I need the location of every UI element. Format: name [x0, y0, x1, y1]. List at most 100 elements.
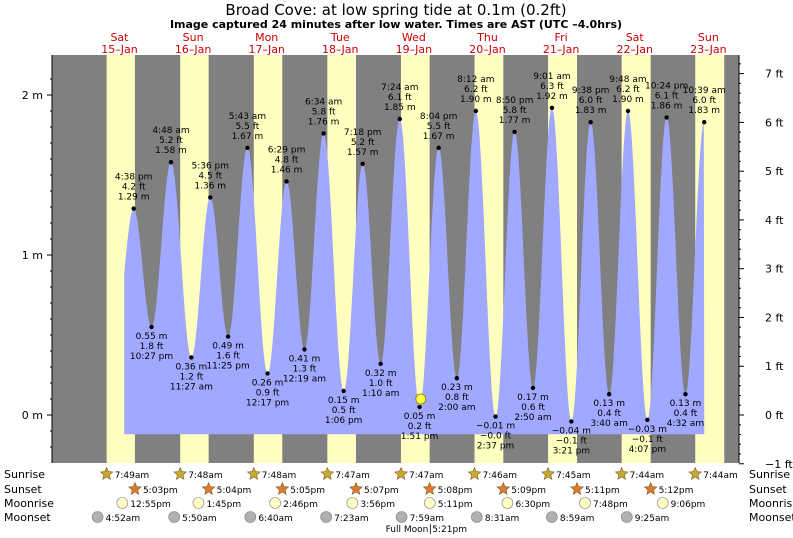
low-tide-height-m: 0.17 m — [517, 393, 549, 403]
sunrise-time: 7:45am — [556, 471, 591, 481]
high-tide-time: 4:38 pm — [115, 173, 153, 183]
current-tide-marker — [415, 393, 427, 405]
sunrise-icon — [688, 466, 703, 480]
high-tide-height-ft: 5.5 ft — [427, 122, 451, 132]
high-tide-height-ft: 6.1 ft — [388, 93, 412, 103]
high-tide-point — [625, 108, 631, 114]
low-tide-time: 1:06 pm — [325, 416, 363, 426]
moonset-icon — [621, 511, 633, 523]
high-tide-height-m: 1.83 m — [688, 106, 720, 116]
right-tick-label: 2 ft — [765, 311, 784, 324]
sunrise-icon — [320, 466, 335, 480]
sunset-icon — [570, 481, 584, 495]
low-tide-height-ft: 0.4 ft — [597, 409, 621, 419]
moonrise-icon — [269, 497, 281, 509]
high-tide-time: 6:29 pm — [268, 145, 306, 155]
low-tide-point — [149, 324, 154, 330]
low-tide-time: 3:21 pm — [553, 446, 591, 456]
sunset-time: 5:09pm — [511, 486, 546, 496]
sunrise-time: 7:46am — [483, 471, 518, 481]
sunrise-icon — [614, 466, 629, 480]
high-tide-height-m: 1.36 m — [194, 181, 226, 191]
moonset-icon — [168, 511, 180, 523]
low-tide-time: 1:10 am — [362, 389, 399, 399]
high-tide-height-ft: 6.3 ft — [540, 82, 564, 92]
sunrise-icon — [99, 466, 114, 480]
high-tide-height-m: 1.29 m — [118, 193, 150, 203]
day-name: Wed — [402, 31, 426, 44]
moonset-icon — [91, 511, 104, 523]
sunrise-time: 7:47am — [335, 471, 370, 481]
low-tide-height-ft: 0.9 ft — [256, 388, 280, 398]
sunrise-time: 7:49am — [115, 471, 150, 481]
day-name: Tue — [330, 31, 350, 44]
sunrise-icon — [394, 466, 408, 480]
low-tide-time: 4:07 pm — [629, 445, 667, 455]
high-tide-time: 9:01 am — [533, 72, 570, 82]
low-tide-height-ft: −0.1 ft — [632, 435, 664, 445]
sunset-icon — [422, 481, 437, 495]
low-tide-time: 11:25 pm — [206, 362, 249, 372]
day-labels: Sat15–JanSun16–JanMon17–JanTue18–JanWed1… — [101, 31, 726, 56]
high-tide-point — [512, 129, 517, 134]
left-tick-label: 2 m — [22, 89, 43, 102]
moonrise-time: 3:56pm — [360, 500, 395, 510]
high-tide-height-ft: 5.5 ft — [236, 122, 260, 132]
sunrise-row-label: Sunrise — [4, 468, 45, 481]
high-tide-height-m: 1.46 m — [271, 165, 303, 175]
low-tide-height-m: −0.04 m — [552, 426, 591, 436]
low-tide-height-m: 0.15 m — [328, 396, 360, 406]
sunrise-time: 7:48am — [262, 471, 297, 481]
moonrise-time: 7:48pm — [593, 500, 628, 510]
sunset-icon — [128, 481, 142, 495]
sunset-time: 5:04pm — [217, 486, 252, 496]
low-tide-time: 2:50 am — [514, 413, 551, 423]
high-tide-height-m: 1.83 m — [575, 106, 607, 116]
moonset-icon — [546, 511, 558, 523]
sunset-time: 5:05pm — [290, 486, 325, 496]
moonset-time: 8:31am — [485, 514, 519, 524]
high-tide-time: 8:50 pm — [496, 96, 534, 106]
sun-moon-rows: Sunrise Sunrise 7:49am 7:48am 7:48am 7:47am 7:… — [4, 466, 793, 535]
low-tide-height-m: 0.23 m — [441, 383, 473, 393]
moonset-icon — [471, 511, 483, 523]
sunset-row-label-right: Sunset — [749, 483, 787, 496]
low-tide-height-ft: 1.6 ft — [216, 352, 240, 362]
chart-subtitle: Image captured 24 minutes after low wate… — [170, 18, 622, 31]
high-tide-height-m: 1.67 m — [423, 132, 455, 142]
moonset-time: 8:59am — [560, 514, 595, 524]
left-tick-label: 0 m — [22, 409, 43, 422]
right-tick-label: 7 ft — [765, 68, 784, 81]
high-tide-height-m: 1.67 m — [232, 132, 264, 142]
day-date: 16–Jan — [175, 43, 211, 56]
sunset-icon — [643, 481, 658, 495]
high-tide-time: 4:48 am — [152, 126, 189, 136]
high-tide-time: 5:36 pm — [191, 161, 229, 171]
low-tide-height-m: 0.49 m — [212, 342, 244, 352]
low-tide-point — [606, 392, 612, 397]
high-tide-time: 5:43 am — [229, 112, 266, 122]
low-tide-time: 1:51 pm — [401, 432, 439, 442]
high-tide-point — [131, 206, 136, 211]
moonset-time: 9:25am — [635, 514, 670, 524]
high-tide-time: 8:04 pm — [420, 112, 458, 122]
low-tide-point — [683, 392, 688, 397]
low-tide-height-m: 0.36 m — [176, 362, 208, 372]
low-tide-time: 4:32 am — [667, 419, 704, 429]
low-tide-point — [341, 388, 346, 394]
right-tick-label: 6 ft — [765, 116, 784, 129]
right-tick-label: −1 ft — [765, 458, 793, 471]
moonrise-icon — [423, 497, 436, 509]
sunset-icon — [349, 481, 363, 495]
low-tide-time: 12:17 pm — [246, 398, 289, 408]
right-tick-label: 1 ft — [765, 360, 784, 373]
moonset-row-label-right: Moonset — [749, 511, 793, 524]
low-tide-height-ft: 0.2 ft — [408, 422, 432, 432]
low-tide-point — [569, 419, 574, 424]
low-tide-height-m: 0.55 m — [136, 332, 168, 342]
high-tide-height-ft: 4.5 ft — [198, 171, 222, 181]
high-tide-time: 9:48 am — [609, 75, 646, 85]
low-tide-point — [265, 371, 270, 376]
sunrise-icon — [246, 466, 261, 480]
moonset-icon — [395, 511, 408, 523]
